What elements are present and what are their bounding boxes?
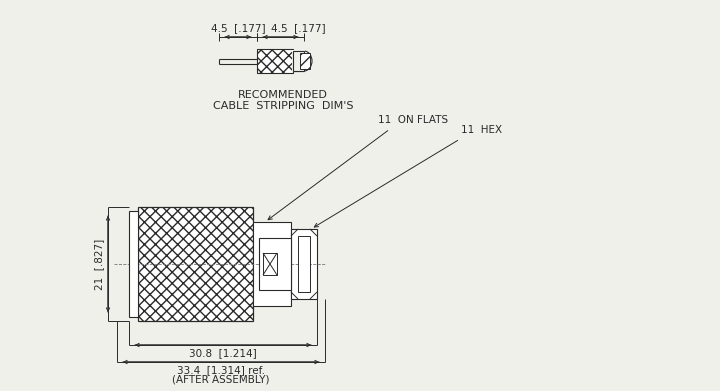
Bar <box>138 207 253 321</box>
Bar <box>300 53 310 69</box>
Text: CABLE  STRIPPING  DIM'S: CABLE STRIPPING DIM'S <box>212 101 354 111</box>
Text: 11  ON FLATS: 11 ON FLATS <box>378 115 448 125</box>
Bar <box>253 222 291 306</box>
Bar <box>292 50 305 72</box>
Bar <box>298 236 310 292</box>
Text: (AFTER ASSEMBLY): (AFTER ASSEMBLY) <box>172 375 270 385</box>
Bar <box>257 49 293 73</box>
Text: 33.4  [1.314] ref.: 33.4 [1.314] ref. <box>177 365 265 375</box>
Bar <box>293 51 304 71</box>
Bar <box>259 238 291 290</box>
Text: 4.5  [.177]: 4.5 [.177] <box>271 23 326 33</box>
Bar <box>263 253 277 275</box>
Text: RECOMMENDED: RECOMMENDED <box>238 90 328 100</box>
Text: 11  HEX: 11 HEX <box>462 125 503 135</box>
Text: 21  [.827]: 21 [.827] <box>94 239 104 290</box>
Text: 4.5  [.177]: 4.5 [.177] <box>211 23 265 33</box>
Ellipse shape <box>296 51 312 71</box>
Bar <box>129 211 138 317</box>
Bar <box>291 229 317 299</box>
Bar <box>293 51 304 71</box>
Text: 30.8  [1.214]: 30.8 [1.214] <box>189 348 257 358</box>
